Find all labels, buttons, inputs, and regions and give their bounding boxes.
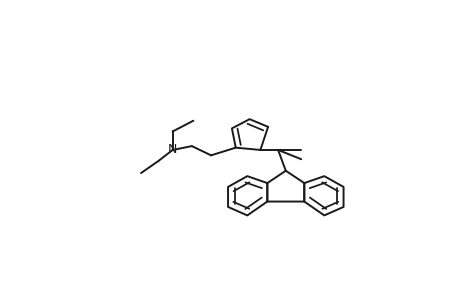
Text: N: N	[168, 143, 177, 157]
